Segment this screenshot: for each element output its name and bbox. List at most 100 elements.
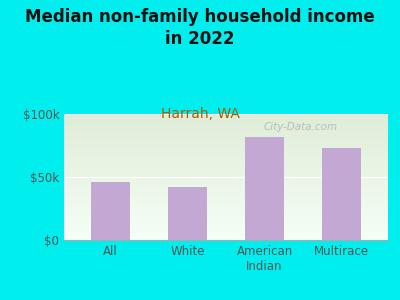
Bar xyxy=(64,117,388,118)
Bar xyxy=(64,144,388,145)
Bar xyxy=(64,155,388,156)
Bar xyxy=(64,147,388,148)
Bar xyxy=(168,187,207,240)
Bar xyxy=(64,159,388,160)
Bar xyxy=(64,121,388,122)
Bar xyxy=(64,239,388,240)
Text: Median non-family household income
in 2022: Median non-family household income in 20… xyxy=(25,8,375,48)
Bar xyxy=(64,237,388,238)
Bar xyxy=(64,118,388,119)
Bar xyxy=(245,137,284,240)
Bar xyxy=(64,229,388,230)
Bar xyxy=(64,129,388,130)
Bar xyxy=(64,172,388,173)
Bar xyxy=(64,231,388,232)
Bar xyxy=(64,201,388,202)
Bar xyxy=(64,187,388,188)
Bar xyxy=(64,152,388,153)
Bar xyxy=(91,182,130,240)
Bar xyxy=(64,208,388,209)
Bar xyxy=(64,150,388,151)
Bar xyxy=(64,153,388,154)
Bar xyxy=(64,186,388,187)
Bar xyxy=(64,217,388,218)
Bar xyxy=(64,143,388,144)
Bar xyxy=(64,214,388,215)
Bar xyxy=(64,169,388,170)
Bar xyxy=(64,215,388,216)
Bar xyxy=(64,128,388,129)
Bar xyxy=(64,196,388,197)
Bar xyxy=(322,148,361,240)
Bar xyxy=(64,204,388,205)
Bar xyxy=(64,238,388,239)
Bar xyxy=(64,197,388,198)
Bar xyxy=(64,190,388,191)
Bar xyxy=(64,167,388,168)
Bar xyxy=(64,195,388,196)
Bar xyxy=(64,162,388,163)
Bar xyxy=(64,235,388,236)
Bar xyxy=(64,207,388,208)
Bar xyxy=(64,115,388,116)
Bar xyxy=(64,138,388,139)
Bar xyxy=(64,178,388,179)
Bar xyxy=(64,133,388,134)
Bar xyxy=(64,236,388,237)
Bar xyxy=(64,145,388,146)
Bar xyxy=(64,203,388,204)
Bar xyxy=(64,194,388,195)
Bar xyxy=(64,134,388,135)
Bar xyxy=(64,131,388,132)
Bar xyxy=(64,220,388,221)
Bar xyxy=(64,116,388,117)
Bar xyxy=(64,163,388,164)
Bar xyxy=(64,188,388,189)
Bar xyxy=(64,189,388,190)
Bar xyxy=(64,210,388,211)
Bar xyxy=(64,219,388,220)
Bar xyxy=(64,174,388,175)
Bar xyxy=(64,225,388,226)
Bar xyxy=(64,136,388,137)
Bar xyxy=(64,170,388,171)
Bar xyxy=(64,126,388,127)
Bar xyxy=(64,137,388,138)
Bar xyxy=(64,125,388,126)
Bar xyxy=(64,216,388,217)
Bar xyxy=(64,165,388,166)
Bar xyxy=(64,218,388,219)
Bar xyxy=(64,171,388,172)
Bar xyxy=(64,181,388,182)
Bar xyxy=(64,200,388,201)
Bar xyxy=(64,160,388,161)
Bar xyxy=(64,222,388,223)
Bar xyxy=(64,234,388,235)
Bar xyxy=(64,211,388,212)
Bar xyxy=(64,212,388,213)
Bar xyxy=(64,151,388,152)
Bar xyxy=(64,177,388,178)
Bar xyxy=(64,132,388,133)
Bar xyxy=(64,142,388,143)
Bar xyxy=(64,192,388,193)
Bar xyxy=(64,173,388,174)
Bar xyxy=(64,191,388,192)
Bar xyxy=(64,179,388,180)
Bar xyxy=(64,183,388,184)
Bar xyxy=(64,146,388,147)
Text: City-Data.com: City-Data.com xyxy=(264,122,338,132)
Bar xyxy=(64,193,388,194)
Bar xyxy=(64,166,388,167)
Bar xyxy=(64,114,388,115)
Bar xyxy=(64,227,388,228)
Bar xyxy=(64,176,388,177)
Bar xyxy=(64,154,388,155)
Bar xyxy=(64,230,388,231)
Bar xyxy=(64,184,388,185)
Bar xyxy=(64,206,388,207)
Bar xyxy=(64,120,388,121)
Bar xyxy=(64,223,388,224)
Bar xyxy=(64,233,388,234)
Bar xyxy=(64,221,388,222)
